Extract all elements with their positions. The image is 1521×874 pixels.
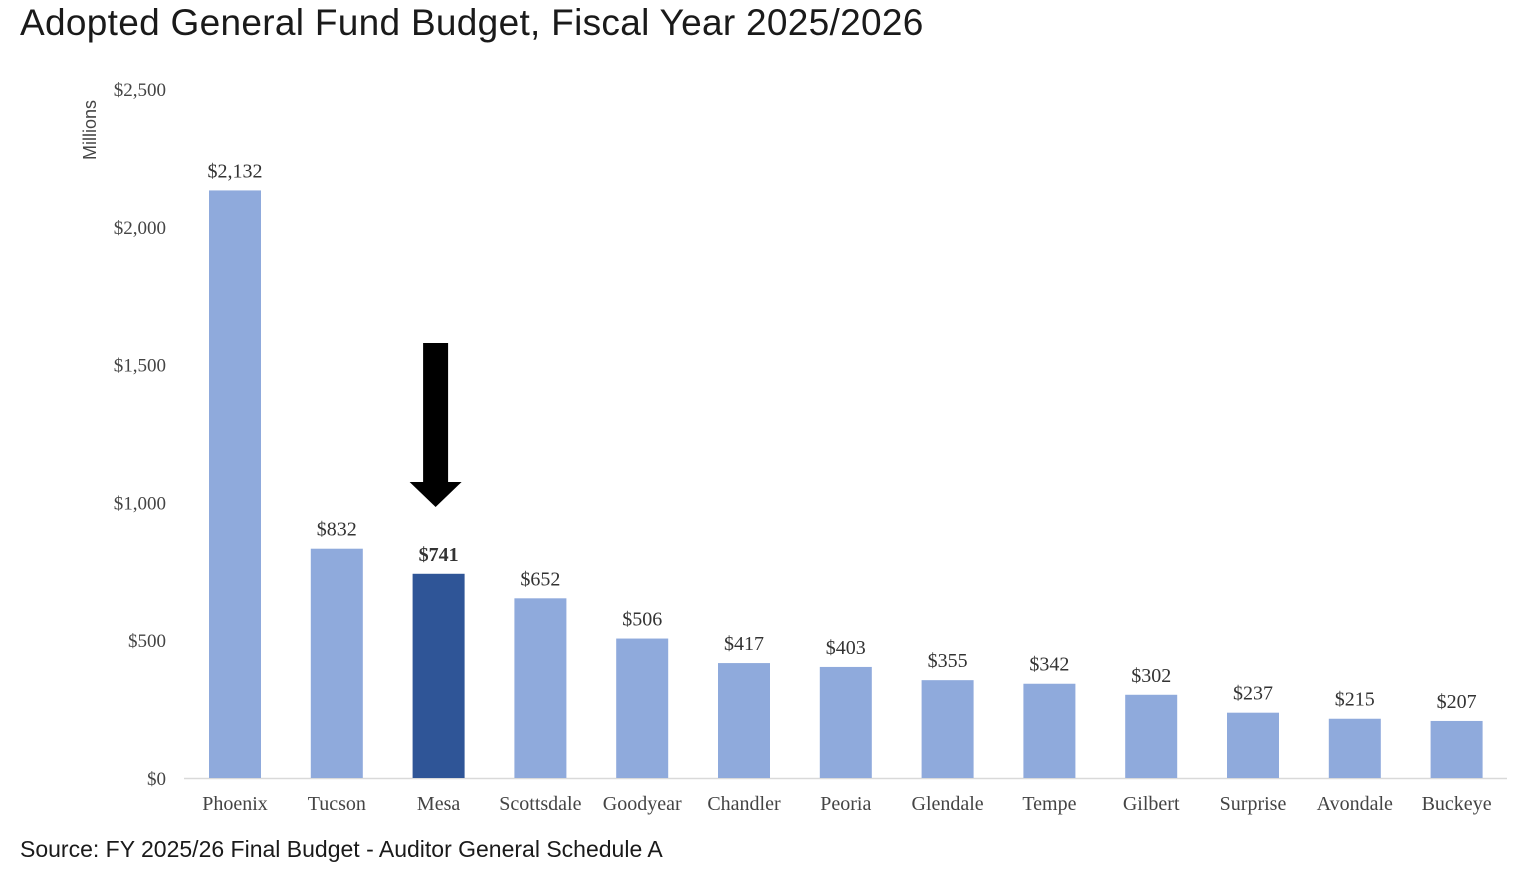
data-label: $302 <box>1131 665 1171 687</box>
y-axis-label: Millions <box>80 100 100 160</box>
arrow-annotation-icon <box>409 343 462 507</box>
x-tick-label: Gilbert <box>1123 793 1180 815</box>
bar-tempe <box>1023 683 1076 778</box>
x-tick-label: Glendale <box>912 793 984 815</box>
x-tick-label: Goodyear <box>603 793 682 815</box>
data-label: $355 <box>928 650 968 672</box>
bar-avondale <box>1328 718 1381 778</box>
data-label: $741 <box>419 544 459 566</box>
x-tick-label: Peoria <box>820 793 871 815</box>
data-label: $237 <box>1233 683 1273 705</box>
x-tick-label: Phoenix <box>202 793 268 815</box>
bar-goodyear <box>616 638 669 778</box>
data-label: $207 <box>1437 691 1477 713</box>
x-tick-label: Chandler <box>707 793 781 815</box>
bar-peoria <box>819 666 872 778</box>
bar-buckeye <box>1430 720 1483 778</box>
bar-chandler <box>718 663 770 778</box>
data-label: $342 <box>1029 654 1069 676</box>
x-tick-label: Buckeye <box>1422 793 1492 815</box>
y-tick-label: $1,000 <box>114 493 166 514</box>
bar-mesa <box>412 573 465 778</box>
data-label: $2,132 <box>208 160 263 182</box>
bar-scottsdale <box>514 598 567 778</box>
data-label: $652 <box>520 568 560 590</box>
x-tick-label: Tucson <box>308 793 366 815</box>
y-tick-label: $2,500 <box>114 80 166 101</box>
x-tick-label: Tempe <box>1022 793 1076 815</box>
y-tick-label: $2,000 <box>114 218 166 239</box>
chart-title: Adopted General Fund Budget, Fiscal Year… <box>20 2 924 43</box>
bar-phoenix <box>209 190 261 779</box>
x-tick-label: Avondale <box>1317 793 1393 815</box>
data-label: $832 <box>317 519 357 541</box>
y-tick-label: $1,500 <box>114 356 166 377</box>
data-label: $506 <box>622 609 662 631</box>
bar-glendale <box>921 680 974 778</box>
source-note: Source: FY 2025/26 Final Budget - Audito… <box>20 836 663 862</box>
x-tick-label: Surprise <box>1220 793 1287 815</box>
data-label: $215 <box>1335 689 1375 711</box>
bar-surprise <box>1227 712 1279 778</box>
y-tick-label: $500 <box>128 631 166 652</box>
bar-tucson <box>310 548 363 778</box>
x-tick-label: Mesa <box>417 793 460 815</box>
data-label: $403 <box>826 637 866 659</box>
x-tick-label: Scottsdale <box>499 793 581 815</box>
bar-gilbert <box>1125 694 1178 778</box>
y-tick-label: $0 <box>147 769 166 790</box>
data-label: $417 <box>724 633 764 655</box>
